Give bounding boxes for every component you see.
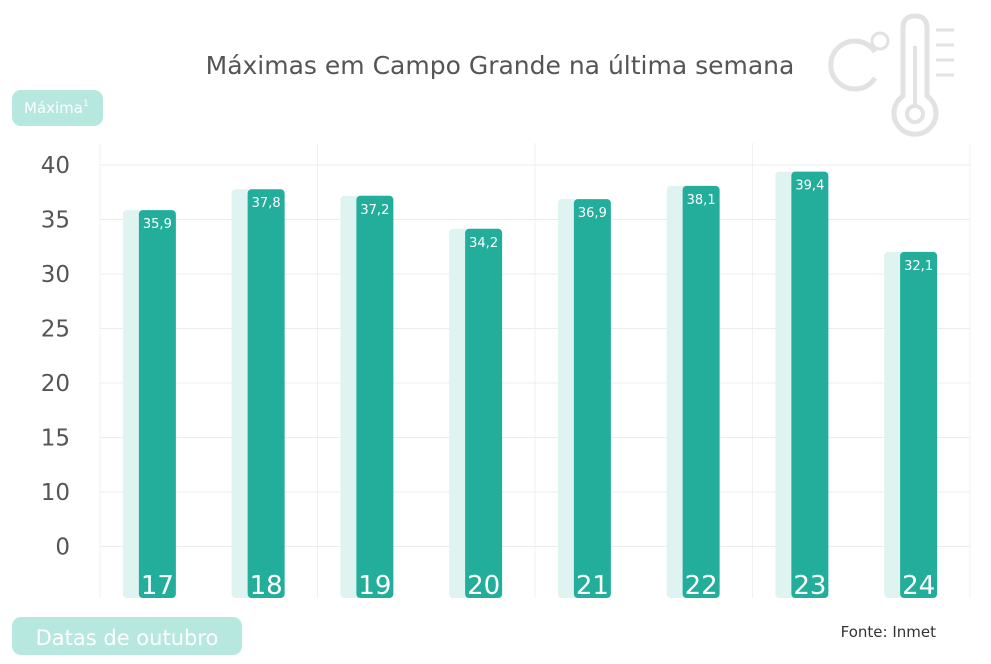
category-label: 21 [576,571,609,601]
category-label: 20 [467,571,500,601]
value-label: 37,2 [360,203,389,218]
bar-group: 34,2 20 [449,228,503,601]
y-tick-label: 0 [55,535,70,561]
category-label: 19 [358,571,391,601]
y-tick-label: 25 [41,317,70,343]
bar [465,228,503,599]
category-label: 18 [250,571,283,601]
bar-group: 35,9 17 [122,210,176,601]
bar-group: 39,4 23 [775,171,829,601]
bar-group: 38,1 22 [666,185,720,601]
bar-group: 36,9 21 [557,199,611,601]
category-label: 24 [902,571,935,601]
value-label: 34,2 [469,236,498,251]
y-tick-label: 20 [41,371,70,397]
y-tick-label: 35 [41,208,70,234]
value-label: 38,1 [687,193,716,208]
y-axis-label: Máxima1 [12,90,103,126]
category-label: 23 [793,571,826,601]
y-tick-label: 40 [41,153,70,179]
y-axis-label-superscript: 1 [83,99,89,109]
svg-text:Máxima1: Máxima1 [24,99,89,117]
bar [573,199,611,598]
thermometer-celsius-icon [828,13,954,137]
value-label: 35,9 [143,217,172,232]
y-tick-label: 10 [41,480,70,506]
source-note: Fonte: Inmet [841,623,936,641]
value-label: 37,8 [252,196,281,211]
x-axis-label-text: Datas de outubro [36,626,219,650]
value-label: 36,9 [578,206,607,221]
bars: 35,9 17 37,8 18 37,2 19 34,2 20 36,9 21 38,1 22 39,4… [122,171,938,601]
category-label: 17 [141,571,174,601]
bar-group: 37,2 19 [340,195,394,601]
bar [247,189,285,598]
y-axis-label-text: Máxima [24,99,83,117]
y-axis-ticks: 40 35 30 25 20 15 10 0 [41,153,70,561]
category-label: 22 [685,571,718,601]
bar [791,171,829,598]
x-axis-label: Datas de outubro [12,617,242,655]
bar-group: 32,1 24 [884,251,938,601]
bar [138,210,176,598]
bar [356,195,394,599]
y-tick-label: 15 [41,426,70,452]
bar [682,185,720,598]
y-tick-label: 30 [41,262,70,288]
chart-title: Máximas em Campo Grande na última semana [206,51,795,80]
value-label: 39,4 [795,179,824,194]
bar [900,251,938,598]
bar-group: 37,8 18 [231,189,285,601]
value-label: 32,1 [904,259,933,274]
column-separators [99,143,971,598]
